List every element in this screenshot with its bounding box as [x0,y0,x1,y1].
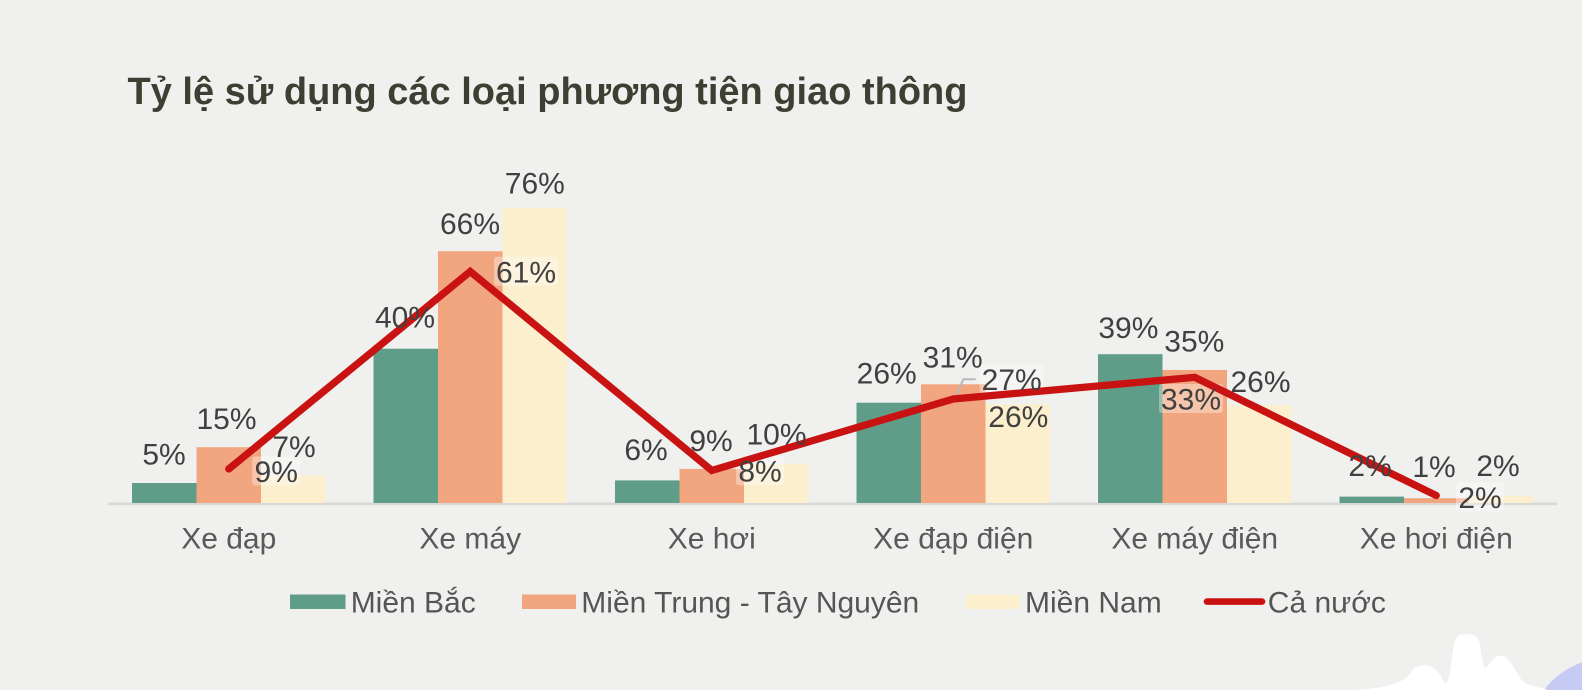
svg-text:26%: 26% [988,401,1048,434]
svg-text:26%: 26% [857,358,917,391]
svg-text:Xe đạp điện: Xe đạp điện [873,523,1033,556]
svg-text:Tỷ lệ sử dụng các loại phương: Tỷ lệ sử dụng các loại phương tiện giao … [128,71,968,113]
svg-text:66%: 66% [440,208,500,241]
svg-text:Xe hơi điện: Xe hơi điện [1360,523,1513,556]
svg-text:Xe đạp: Xe đạp [181,523,276,556]
svg-text:2%: 2% [1348,450,1391,483]
svg-text:27%: 27% [982,364,1042,397]
svg-text:61%: 61% [496,256,556,289]
svg-text:5%: 5% [142,438,185,471]
svg-text:1%: 1% [1412,451,1455,484]
svg-text:39%: 39% [1098,312,1158,345]
svg-text:Miền Bắc: Miền Bắc [351,587,476,620]
svg-text:33%: 33% [1161,384,1221,417]
svg-text:Xe máy: Xe máy [419,523,521,556]
svg-text:Cả nước: Cả nước [1268,587,1386,620]
svg-text:8%: 8% [738,456,781,489]
svg-text:Miền Trung - Tây Nguyên: Miền Trung - Tây Nguyên [581,587,919,620]
svg-text:26%: 26% [1230,366,1290,399]
svg-text:15%: 15% [196,403,256,436]
svg-text:9%: 9% [255,456,298,489]
svg-text:2%: 2% [1458,482,1501,515]
svg-text:31%: 31% [923,342,983,375]
svg-text:9%: 9% [689,425,732,458]
svg-text:10%: 10% [746,419,806,452]
svg-text:Xe hơi: Xe hơi [668,523,756,556]
svg-text:35%: 35% [1164,326,1224,359]
svg-text:6%: 6% [624,434,667,467]
svg-text:2%: 2% [1476,450,1519,483]
svg-text:7%: 7% [272,431,315,464]
svg-text:Miền Nam: Miền Nam [1025,587,1162,620]
svg-text:76%: 76% [505,167,565,200]
svg-text:Xe máy điện: Xe máy điện [1111,523,1278,556]
svg-text:40%: 40% [375,302,435,335]
